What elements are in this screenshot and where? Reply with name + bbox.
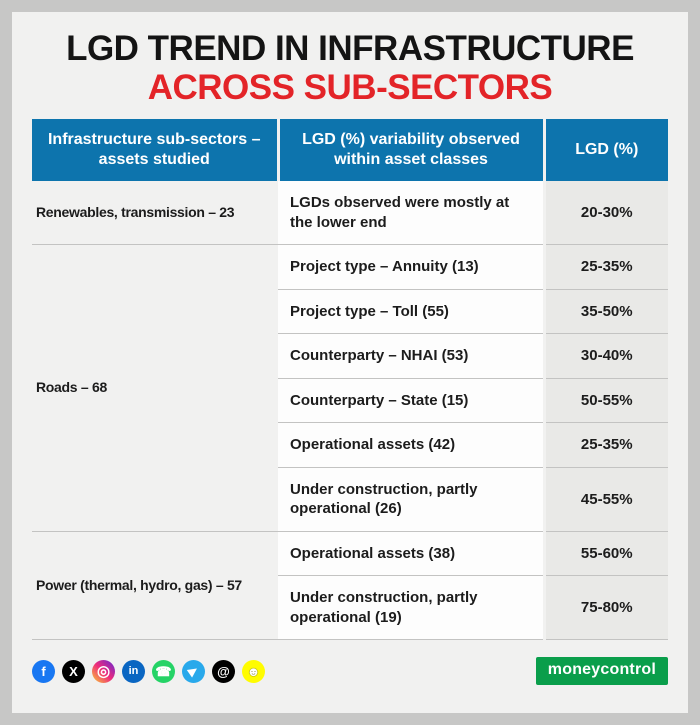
- page-title: LGD TREND IN INFRASTRUCTURE ACROSS SUB-S…: [12, 12, 688, 107]
- header-lgd: LGD (%): [542, 119, 668, 181]
- infographic-card: LGD TREND IN INFRASTRUCTURE ACROSS SUB-S…: [12, 12, 688, 713]
- detail-cell: LGDs observed were mostly at the lower e…: [278, 181, 544, 245]
- detail-cell: Project type – Annuity (13): [278, 244, 544, 290]
- lgd-cell: 25-35%: [542, 244, 668, 290]
- moneycontrol-logo[interactable]: moneycontrol: [535, 657, 668, 685]
- detail-cell: Operational assets (42): [278, 422, 544, 468]
- linkedin-icon[interactable]: in: [122, 659, 145, 683]
- threads-icon[interactable]: @: [212, 659, 235, 683]
- lgd-cell: 30-40%: [542, 333, 668, 379]
- whatsapp-icon[interactable]: ☎: [152, 659, 175, 683]
- detail-cell: Under construction, partly operational (…: [278, 467, 544, 532]
- social-icons: f X ◎ in ☎ ▶ @ ☻: [32, 659, 265, 683]
- detail-cell: Project type – Toll (55): [278, 289, 544, 334]
- lgd-cell: 75-80%: [542, 575, 668, 640]
- header-subsectors: Infrastructure sub-sectors – assets stud…: [32, 119, 278, 181]
- facebook-icon[interactable]: f: [32, 659, 55, 683]
- lgd-cell: 50-55%: [542, 378, 668, 423]
- instagram-icon[interactable]: ◎: [92, 659, 115, 683]
- x-icon[interactable]: X: [62, 659, 85, 683]
- sector-roads: Roads – 68: [32, 244, 278, 532]
- title-line-1: LGD TREND IN INFRASTRUCTURE: [66, 29, 634, 68]
- lgd-cell: 55-60%: [542, 531, 668, 576]
- lgd-cell: 25-35%: [542, 422, 668, 468]
- table-header-row: Infrastructure sub-sectors – assets stud…: [32, 119, 668, 181]
- detail-cell: Counterparty – State (15): [278, 378, 544, 423]
- table-row: Project type – Toll (55) 35-50%: [32, 289, 668, 334]
- table-row: Counterparty – State (15) 50-55%: [32, 378, 668, 423]
- sector-power: Power (thermal, hydro, gas) – 57: [32, 531, 278, 640]
- table-row: Operational assets (42) 25-35%: [32, 422, 668, 468]
- lgd-cell: 35-50%: [542, 289, 668, 334]
- table-row: Renewables, transmission – 23 LGDs obser…: [32, 181, 668, 245]
- table-row: Counterparty – NHAI (53) 30-40%: [32, 333, 668, 379]
- sector-renewables: Renewables, transmission – 23: [32, 181, 278, 245]
- table-row: Roads – 68 Project type – Annuity (13) 2…: [32, 244, 668, 532]
- header-variability: LGD (%) variability observed within asse…: [276, 119, 544, 181]
- telegram-icon[interactable]: ▶: [182, 659, 205, 683]
- detail-cell: Counterparty – NHAI (53): [278, 333, 544, 379]
- snapchat-icon[interactable]: ☻: [242, 659, 265, 683]
- table-row: Under construction, partly operational (…: [32, 467, 668, 532]
- lgd-cell: 45-55%: [542, 467, 668, 532]
- footer: f X ◎ in ☎ ▶ @ ☻ moneycontrol: [32, 657, 668, 685]
- table-row: Power (thermal, hydro, gas) – 57 Operati…: [32, 531, 668, 640]
- lgd-cell: 20-30%: [542, 181, 668, 245]
- detail-cell: Operational assets (38): [278, 531, 544, 576]
- title-line-2: ACROSS SUB-SECTORS: [147, 67, 553, 107]
- table-row: Under construction, partly operational (…: [32, 575, 668, 640]
- detail-cell: Under construction, partly operational (…: [278, 575, 544, 640]
- lgd-table: Infrastructure sub-sectors – assets stud…: [32, 119, 668, 640]
